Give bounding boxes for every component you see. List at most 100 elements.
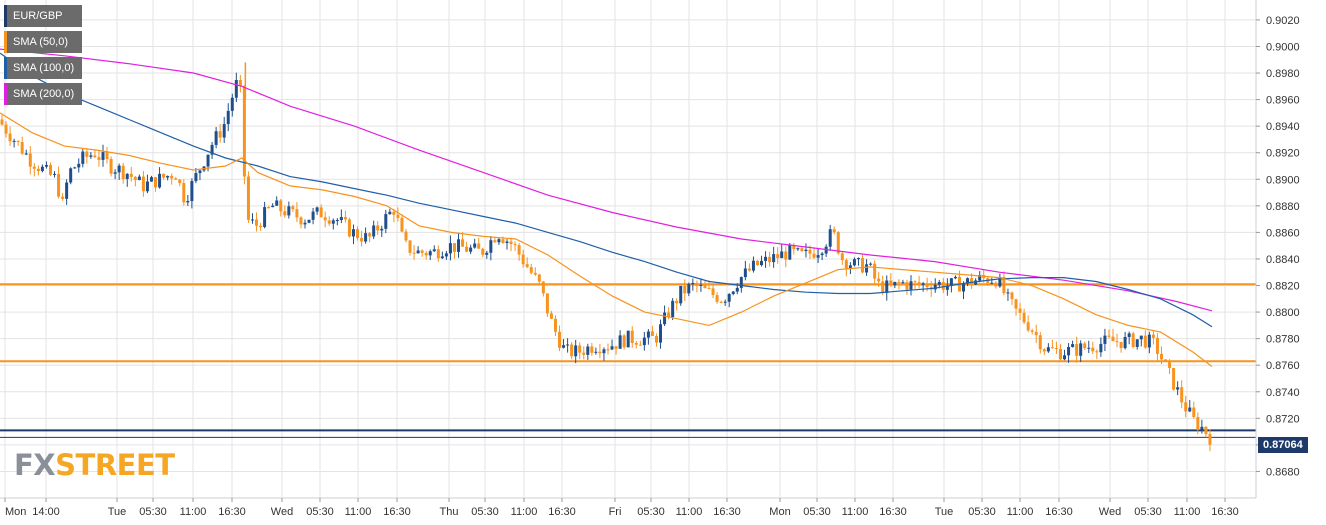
candle-up <box>610 346 614 350</box>
x-tick-label: 16:30 <box>218 506 246 518</box>
candle-down <box>404 231 408 241</box>
candle-down <box>408 240 412 253</box>
y-tick-label: 0.8760 <box>1266 360 1300 372</box>
candle-up <box>428 251 432 256</box>
candle-down <box>913 281 917 283</box>
candle-down <box>400 217 404 232</box>
sma50-line <box>0 112 1213 367</box>
candle-up <box>194 173 198 182</box>
candle-up <box>764 256 768 261</box>
candle-up <box>448 243 452 254</box>
candle-up <box>974 280 978 285</box>
candle-down <box>20 141 24 154</box>
chart-legend: EUR/GBP SMA (50,0) SMA (100,0) SMA (200,… <box>4 5 83 109</box>
candle-up <box>731 291 735 294</box>
candle-down <box>683 285 687 294</box>
candle-up <box>1188 407 1192 412</box>
candle-down <box>178 179 182 184</box>
candle-up <box>937 281 941 285</box>
candle-up <box>566 344 570 346</box>
candle-down <box>461 239 465 247</box>
candle-down <box>521 254 525 265</box>
candle-up <box>949 278 953 286</box>
candle-up <box>691 282 695 285</box>
legend-item-sma100[interactable]: SMA (100,0) <box>4 57 83 79</box>
candle-down <box>622 335 626 348</box>
candle-down <box>347 219 351 237</box>
candle-down <box>121 165 125 179</box>
candle-down <box>630 330 634 343</box>
x-tick-label: 11:00 <box>180 506 207 518</box>
legend-item-eurgbp[interactable]: EUR/GBP <box>4 5 83 27</box>
legend-item-sma200[interactable]: SMA (200,0) <box>4 83 83 105</box>
candle-down <box>376 225 380 231</box>
candle-down <box>598 351 602 354</box>
candle-down <box>1131 333 1135 347</box>
candle-down <box>545 293 549 314</box>
candle-up <box>594 351 598 353</box>
candle-down <box>360 238 364 242</box>
candle-up <box>671 300 675 317</box>
y-tick-label: 0.8800 <box>1266 307 1300 319</box>
candle-down <box>832 229 836 233</box>
plot-area <box>0 0 1256 498</box>
candle-up <box>186 201 190 203</box>
candle-down <box>509 241 513 245</box>
x-tick-label: Mon <box>769 506 790 518</box>
candle-down <box>57 173 61 197</box>
candle-down <box>541 281 545 294</box>
candle-down <box>1034 331 1038 336</box>
candle-up <box>489 240 493 253</box>
candle-up <box>772 254 776 263</box>
candle-down <box>755 260 759 266</box>
candle-down <box>267 207 271 209</box>
candle-down <box>424 252 428 256</box>
legend-item-sma50[interactable]: SMA (50,0) <box>4 31 83 53</box>
candle-down <box>719 301 723 303</box>
candle-up <box>739 277 743 288</box>
candle-down <box>97 157 101 160</box>
legend-label: EUR/GBP <box>13 10 63 22</box>
candle-down <box>1026 322 1030 331</box>
candle-up <box>659 324 663 343</box>
candle-up <box>149 177 153 182</box>
candle-up <box>214 131 218 145</box>
candle-down <box>1119 341 1123 349</box>
candle-down <box>873 263 877 279</box>
x-tick-label: Tue <box>108 506 127 518</box>
candle-up <box>206 154 210 167</box>
candle-up <box>921 283 925 286</box>
candle-down <box>570 344 574 357</box>
candle-up <box>137 176 141 181</box>
candle-down <box>481 248 485 255</box>
candle-down <box>529 267 533 273</box>
candle-down <box>650 331 654 336</box>
candle-down <box>1050 347 1054 349</box>
candle-down <box>452 243 456 252</box>
x-tick-label: 11:00 <box>676 506 703 518</box>
candle-down <box>925 283 929 288</box>
y-axis: 0.9020 0.9000 0.8980 0.8960 0.8940 0.8920 0.89… <box>1255 0 1300 498</box>
x-tick-label: 05:30 <box>1134 506 1162 518</box>
candle-up <box>1135 339 1139 347</box>
candle-up <box>473 243 477 248</box>
candle-down <box>675 300 679 304</box>
y-tick-label: 0.9020 <box>1266 15 1300 27</box>
candle-up <box>339 217 343 220</box>
y-tick-label: 0.8840 <box>1266 254 1300 266</box>
candle-up <box>307 219 311 223</box>
candle-up <box>760 260 764 266</box>
x-tick-label: 11:00 <box>1007 506 1034 518</box>
candle-up <box>1079 343 1083 356</box>
candle-down <box>812 253 816 258</box>
candle-up <box>893 281 897 286</box>
candle-up <box>1147 334 1151 348</box>
candle-up <box>751 260 755 271</box>
candle-up <box>1067 347 1071 356</box>
candle-down <box>246 176 250 220</box>
candle-up <box>953 276 957 279</box>
candle-up <box>364 233 368 242</box>
candle-up <box>828 229 832 247</box>
candle-up <box>663 312 667 325</box>
candle-up <box>909 281 913 290</box>
